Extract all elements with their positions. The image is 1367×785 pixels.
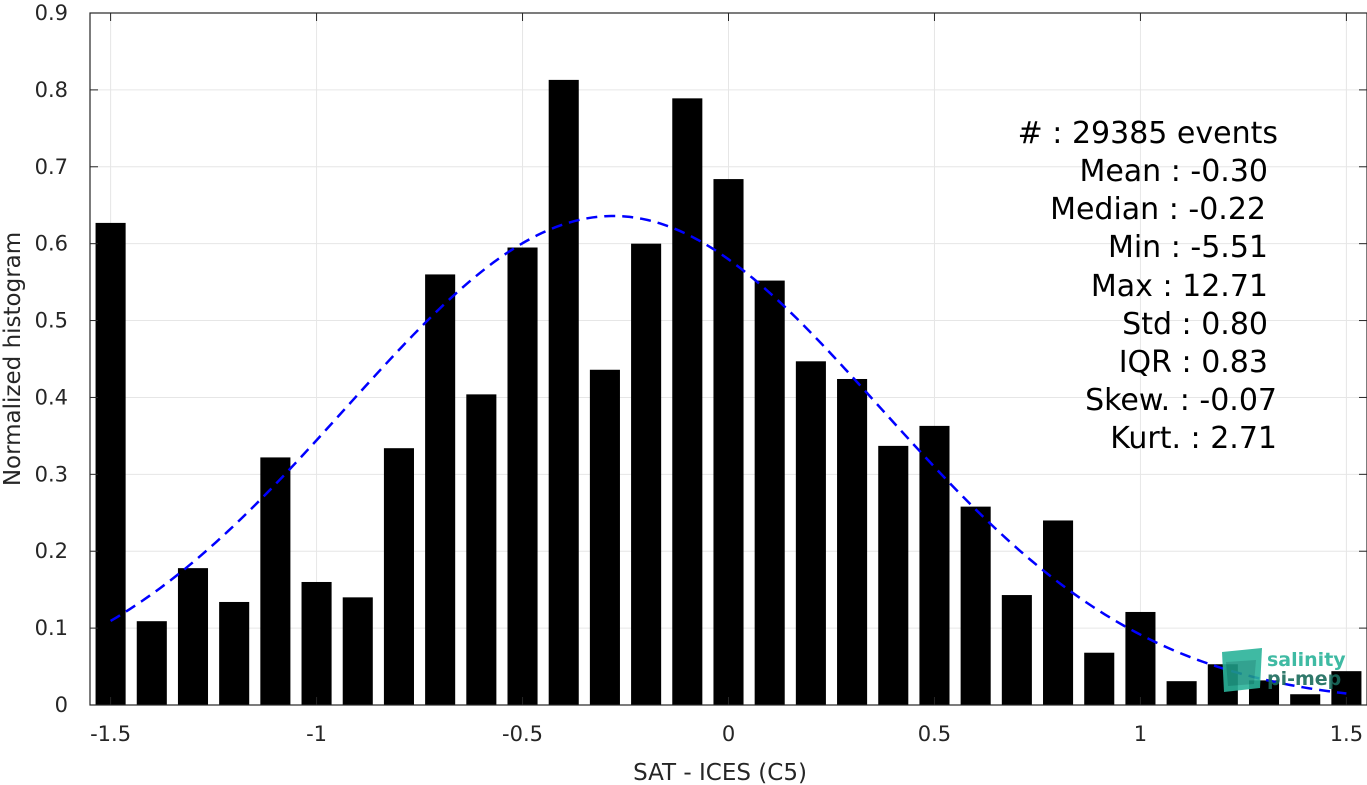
bars-group [95,79,1362,706]
y-tick-label: 0.4 [35,385,68,409]
histogram-bar [548,79,579,706]
logo-line1: salinity [1267,649,1346,671]
x-tick-label: -0.5 [502,722,543,746]
histogram-bar [95,222,126,705]
x-axis-label: SAT - ICES (C5) [633,760,807,785]
x-tick-label: 0 [722,722,735,746]
y-tick-label: 0 [55,693,68,717]
histogram-bar [1084,652,1115,705]
histogram-bar [136,621,167,705]
histogram-bar [425,274,456,705]
x-tick-label: -1 [306,722,327,746]
histogram-bar [754,280,785,705]
y-tick-label: 0.1 [35,616,68,640]
histogram-bar [219,601,250,705]
y-tick-label: 0.9 [35,1,68,25]
x-tick-label: -1.5 [90,722,131,746]
x-tick-label: 1.5 [1330,722,1363,746]
histogram-bar [507,247,538,705]
logo-mark-inner-icon [1226,660,1256,686]
histogram-bar [1290,694,1321,705]
histogram-bar [301,581,332,705]
histogram-bar [919,425,950,705]
histogram-bar [1001,595,1032,705]
histogram-bar [878,445,909,705]
x-tick-label: 1 [1134,722,1147,746]
histogram-bar [631,243,662,705]
histogram-bar [1166,681,1197,705]
y-tick-label: 0.5 [35,309,68,333]
histogram-bar [466,394,497,705]
y-axis-label: Normalized histogram [0,232,26,486]
stat-std: Std : 0.80 [1122,307,1268,342]
stat-kurt: Kurt. : 2.71 [1110,421,1277,456]
y-tick-label: 0.8 [35,78,68,102]
stat-iqr: IQR : 0.83 [1119,345,1268,380]
stat-mean: Mean : -0.30 [1079,154,1268,189]
histogram-bar [342,597,373,705]
y-tick-label: 0.7 [35,155,68,179]
histogram-bar [795,361,826,705]
histogram-bar [589,369,620,705]
histogram-bar [672,98,703,705]
x-axis-ticks: -1.5 -1 -0.5 0 0.5 1 1.5 [90,13,1363,746]
stat-skew: Skew. : -0.07 [1085,383,1277,418]
histogram-bar [383,448,414,705]
histogram-bar [177,568,209,705]
y-tick-label: 0.6 [35,232,68,256]
salinity-pimep-logo: salinity pi-mep [1222,648,1346,692]
x-tick-label: 0.5 [918,722,951,746]
histogram-bar [960,506,991,705]
gaussian-fit-curve [109,214,1347,695]
stat-max: Max : 12.71 [1091,269,1268,304]
logo-line2: pi-mep [1267,668,1341,690]
histogram-bar [260,457,291,705]
statistics-box: # : 29385 events Mean : -0.30 Median : -… [1018,116,1278,456]
stat-min: Min : -5.51 [1108,230,1268,265]
y-axis-ticks: 0 0.1 0.2 0.3 0.4 0.5 0.6 0.7 0.8 0.9 [35,1,1367,717]
histogram-bar [837,378,868,705]
stat-median: Median : -0.22 [1050,192,1266,227]
stat-events: # : 29385 events [1018,116,1278,151]
y-tick-label: 0.2 [35,539,68,563]
histogram-bar [1043,520,1074,705]
y-tick-label: 0.3 [35,462,68,486]
histogram-bar [1125,611,1156,705]
